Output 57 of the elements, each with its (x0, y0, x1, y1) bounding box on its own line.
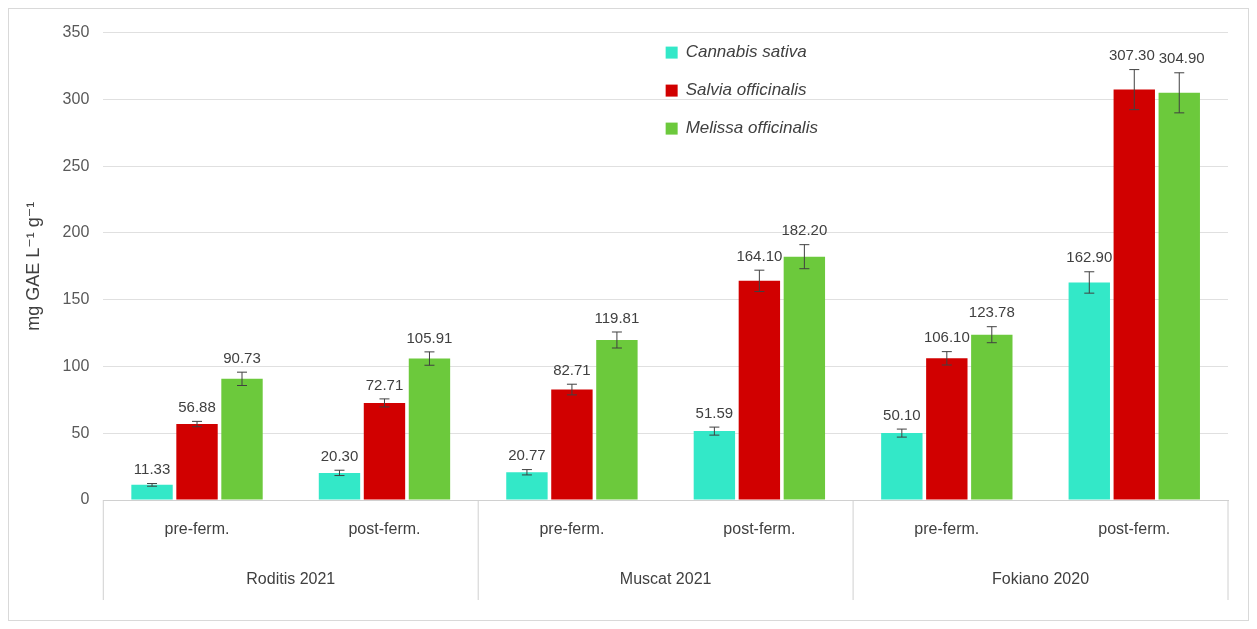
data-label: 119.81 (594, 308, 640, 326)
y-tick-label: 150 (62, 290, 90, 308)
data-label: 164.10 (736, 246, 783, 264)
y-tick-label: 350 (62, 23, 90, 41)
data-label: 90.73 (223, 348, 261, 366)
data-label: 106.10 (923, 328, 970, 346)
bar (881, 433, 923, 500)
bar (131, 484, 173, 500)
data-label: 20.77 (508, 446, 546, 464)
y-tick-label: 0 (80, 490, 90, 508)
x-tick-label: post-ferm. (1098, 520, 1171, 538)
bar (551, 389, 593, 500)
data-label: 50.10 (883, 405, 921, 423)
data-label: 72.71 (365, 375, 404, 393)
bar (363, 402, 406, 500)
x-tick-label: pre-ferm. (539, 520, 605, 538)
data-label: 82.71 (553, 360, 591, 378)
legend-label: Salvia officinalis (685, 80, 808, 100)
bar (1113, 89, 1155, 500)
bar (318, 472, 361, 500)
bar (971, 334, 1013, 500)
y-tick-label: 300 (62, 89, 90, 107)
data-label: 56.88 (178, 398, 216, 416)
data-label: 304.90 (1158, 49, 1205, 67)
data-label: 307.30 (1108, 46, 1155, 64)
y-tick-label: 200 (62, 223, 90, 241)
x-tick-label: pre-ferm. (914, 520, 980, 538)
text: Roditis 2021 (246, 570, 336, 588)
data-label: 11.33 (133, 460, 171, 478)
bar (596, 340, 638, 500)
data-label: 123.78 (968, 303, 1015, 321)
x-tick-label: post-ferm. (348, 520, 421, 538)
bar (1158, 92, 1200, 500)
text: Muscat 2021 (619, 570, 712, 588)
bar (506, 472, 548, 500)
legend-label: Cannabis sativa (685, 42, 807, 62)
bar (738, 280, 781, 500)
y-tick-label: 50 (71, 423, 90, 441)
y-axis-title: mg GAE L⁻¹ g⁻¹ (22, 201, 43, 331)
data-label: 20.30 (320, 446, 359, 464)
bar (693, 431, 736, 500)
y-tick-label: 250 (62, 156, 90, 174)
data-label: 182.20 (781, 221, 828, 239)
x-tick-label: pre-ferm. (164, 520, 230, 538)
bar (783, 256, 826, 500)
bar (1068, 282, 1110, 500)
data-label: 51.59 (695, 403, 734, 421)
bar (926, 358, 968, 500)
data-label: 162.90 (1066, 248, 1113, 266)
x-tick-label: post-ferm. (723, 520, 796, 538)
bar (408, 358, 451, 500)
legend-label: Melissa officinalis (685, 118, 819, 138)
text: Fokiano 2020 (992, 570, 1090, 588)
bar (221, 378, 263, 500)
y-tick-label: 100 (62, 356, 90, 374)
data-label: 105.91 (406, 328, 453, 346)
bar (176, 424, 218, 500)
